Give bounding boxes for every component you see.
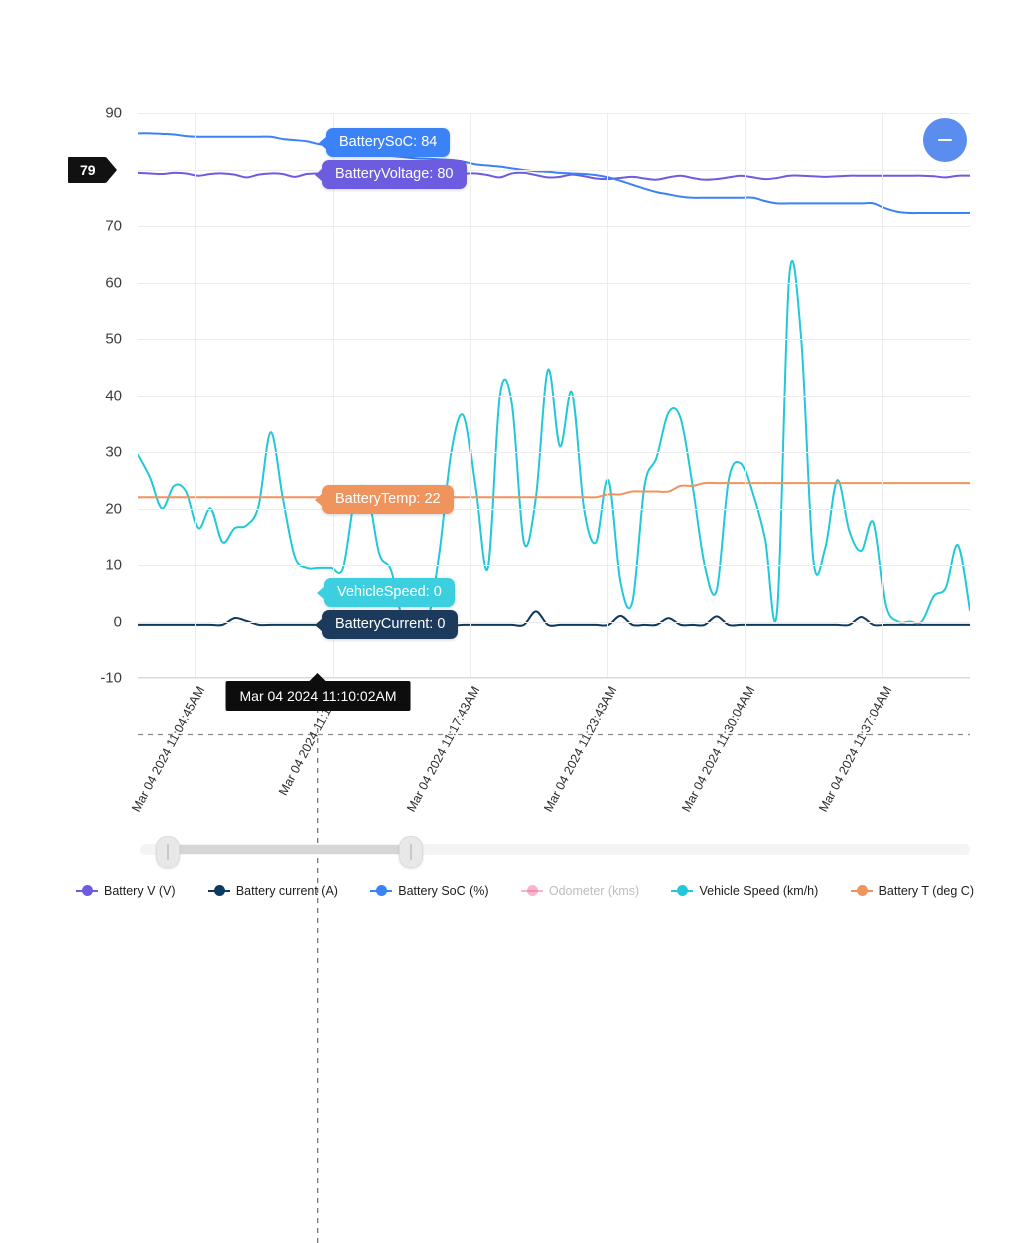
- tooltip-label: BatterySoC: 84: [339, 134, 438, 150]
- gridline-horizontal: [138, 621, 970, 623]
- legend-marker-icon: [671, 885, 694, 897]
- x-cursor-tooltip: Mar 04 2024 11:10:02AM: [225, 673, 411, 711]
- series-line-batteryvoltage: [138, 171, 970, 181]
- series-line-batterysoc: [138, 132, 970, 215]
- y-axis-ticks: 90 70 60 50 40 30 20 10 0 -10: [60, 105, 122, 687]
- minus-icon: [938, 139, 952, 141]
- legend-marker-icon: [207, 885, 230, 897]
- y-axis-tick-label: 0: [113, 613, 122, 630]
- x-axis-tick-label: Mar 04 2024 11:30:04AM: [678, 684, 757, 815]
- series-tooltip-chip: BatteryTemp: 22: [315, 485, 454, 514]
- x-cursor-tooltip-label: Mar 04 2024 11:10:02AM: [239, 688, 397, 704]
- gridline-vertical: [881, 113, 883, 678]
- gridline-horizontal: [138, 339, 970, 340]
- gridline-horizontal: [138, 169, 970, 171]
- legend-label: Vehicle Speed (km/h): [699, 884, 819, 898]
- series-lines: [138, 132, 970, 628]
- zoom-out-button[interactable]: [923, 118, 967, 162]
- gridline-vertical: [469, 113, 471, 678]
- chart-plot-area[interactable]: [138, 113, 970, 1243]
- x-axis-tick-label: Mar 04 2024 11:04:45AM: [129, 684, 208, 815]
- tooltip-arrow: [319, 135, 327, 150]
- legend-label: Battery SoC (%): [398, 884, 489, 898]
- y-axis-tick-label: 90: [105, 104, 122, 122]
- legend-marker-icon: [76, 885, 98, 897]
- series-line-batterycurrent: [138, 610, 970, 627]
- y-axis-tick-label: 10: [105, 556, 122, 574]
- series-line-vehiclespeed: [138, 259, 970, 628]
- gridline-horizontal: [138, 452, 970, 453]
- legend-label: Battery V (V): [104, 884, 176, 898]
- gridline-horizontal: [138, 508, 970, 510]
- x-axis-tick-label: Mar 04 2024 11:17:43AM: [404, 684, 483, 815]
- time-range-slider[interactable]: [140, 836, 970, 868]
- y-cursor-badge: 79: [68, 156, 117, 183]
- legend-item-batterytemp[interactable]: Battery T (deg C): [850, 884, 974, 898]
- y-axis-tick-label: 60: [105, 274, 122, 291]
- x-cursor-tooltip-arrow: [308, 673, 327, 682]
- y-axis-tick-label: 30: [105, 443, 122, 461]
- legend-marker-icon: [370, 885, 393, 897]
- y-axis-tick-label: 40: [105, 387, 122, 404]
- x-axis-line: [138, 677, 970, 678]
- tooltip-label: BatteryCurrent: 0: [335, 616, 446, 632]
- slider-handle-right[interactable]: [398, 836, 423, 868]
- tooltip-arrow: [315, 492, 323, 507]
- chart-legend[interactable]: Battery V (V) Battery current (A) Battery …: [60, 878, 990, 904]
- gridline-horizontal: [138, 226, 970, 227]
- tooltip-label: BatteryTemp: 22: [335, 491, 441, 507]
- legend-marker-icon: [850, 885, 873, 897]
- tooltip-arrow: [315, 617, 323, 632]
- slider-selected-range[interactable]: [166, 845, 410, 854]
- series-tooltip-chip: BatteryVoltage: 80: [315, 160, 467, 189]
- gridline-vertical: [607, 113, 609, 678]
- legend-item-batteryvoltage[interactable]: Battery V (V): [76, 884, 176, 898]
- gridline-horizontal: [138, 395, 970, 397]
- gridline-horizontal: [138, 282, 970, 284]
- tooltip-label: BatteryVoltage: 80: [335, 166, 454, 182]
- gridline-vertical: [332, 113, 334, 678]
- tooltip-label: VehicleSpeed: 0: [337, 584, 442, 600]
- y-axis-tick-label: 20: [105, 500, 122, 517]
- series-line-batterytemp: [138, 481, 970, 499]
- slider-track[interactable]: [140, 844, 970, 855]
- y-cursor-badge-arrow: [105, 156, 117, 183]
- y-axis-tick-label: -10: [100, 669, 122, 687]
- legend-marker-icon: [520, 885, 543, 897]
- legend-label: Odometer (kms): [548, 884, 640, 898]
- x-axis-tick-label: Mar 04 2024 11:37:04AM: [816, 684, 895, 815]
- legend-item-vehiclespeed[interactable]: Vehicle Speed (km/h): [671, 884, 818, 898]
- tooltip-arrow: [317, 585, 325, 600]
- gridline-horizontal: [138, 565, 970, 566]
- series-tooltip-chip: VehicleSpeed: 0: [317, 578, 455, 607]
- gridline-horizontal: [138, 678, 970, 679]
- legend-label: Battery T (deg C): [878, 884, 974, 898]
- gridline-horizontal: [138, 113, 970, 114]
- tooltip-arrow: [315, 167, 323, 182]
- series-tooltip-chip: BatterySoC: 84: [319, 128, 451, 157]
- gridline-vertical: [195, 113, 197, 678]
- y-axis-tick-label: 50: [105, 330, 122, 348]
- legend-item-batterysoc[interactable]: Battery SoC (%): [370, 884, 489, 898]
- slider-handle-left[interactable]: [155, 836, 180, 868]
- y-cursor-badge-value: 79: [68, 156, 106, 183]
- series-tooltip-chip: BatteryCurrent: 0: [315, 610, 459, 639]
- x-axis-tick-label: Mar 04 2024 11:23:43AM: [541, 684, 620, 815]
- y-axis-tick-label: 70: [105, 217, 122, 235]
- gridline-vertical: [744, 113, 746, 678]
- legend-item-batterycurrent[interactable]: Battery current (A): [207, 884, 338, 898]
- legend-item-odometer[interactable]: Odometer (kms): [520, 884, 640, 898]
- legend-label: Battery current (A): [235, 884, 338, 898]
